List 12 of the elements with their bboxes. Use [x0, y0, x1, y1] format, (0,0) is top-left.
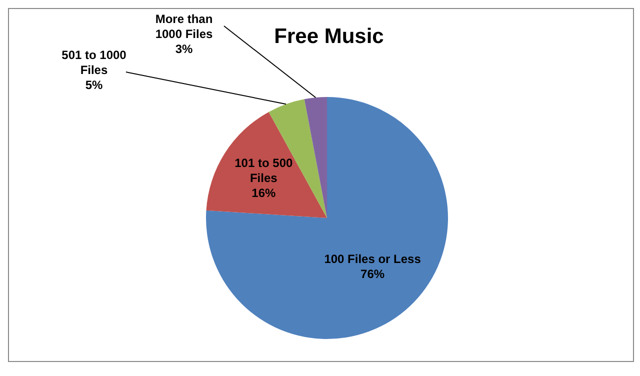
text: Free Music	[274, 25, 384, 48]
slice-label: 501 to 1000 Files	[62, 48, 127, 77]
data-label: 76%	[360, 267, 385, 282]
pie-slice	[304, 97, 327, 218]
pie-slice	[206, 112, 327, 218]
data-label: 3%	[175, 42, 193, 56]
data-label: 16%	[252, 186, 276, 200]
slice-label: 100 Files or Less	[324, 252, 422, 266]
data-label: 5%	[85, 78, 103, 92]
pie-slice	[206, 97, 448, 339]
slice-label: 101 to 500 Files	[234, 156, 293, 185]
slice-label: More than 1000 Files	[155, 12, 214, 41]
